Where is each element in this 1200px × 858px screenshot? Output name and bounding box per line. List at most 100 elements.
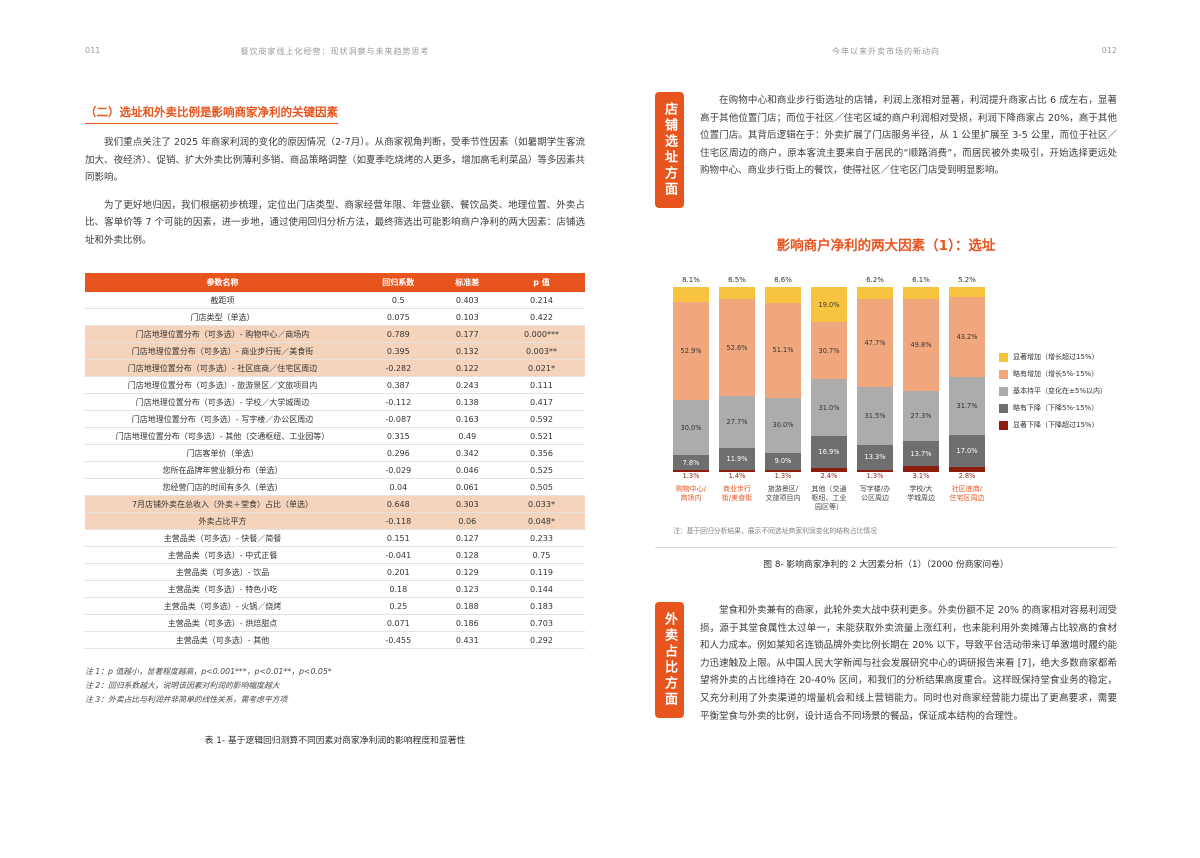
legend-label: 略有增加（增长5%-15%） <box>1013 370 1099 378</box>
bar-segment <box>719 287 755 300</box>
segment-label: 17.0% <box>956 447 978 456</box>
decline-label: 1.4% <box>728 472 746 481</box>
segment-label: 52.6% <box>726 343 748 352</box>
pvalue-cell: 0.592 <box>498 410 585 429</box>
table-row: 门店地理位置分布（可多选）- 旅游景区／文旅项目内 0.387 0.243 0.111 <box>85 376 585 395</box>
pvalue-cell: 0.048* <box>498 512 585 531</box>
pvalue-cell: 0.183 <box>498 597 585 616</box>
stddev-cell: 0.138 <box>436 393 498 412</box>
table-row: 主营品类（可多选）- 中式正餐 -0.041 0.128 0.75 <box>85 546 585 565</box>
table-row: 主营品类（可多选）- 烘焙甜点 0.071 0.186 0.703 <box>85 614 585 633</box>
bar-column: 19.0% 30.7% 31.0% 16.9% 2.4% 其他（交通 枢纽、工业 园区等） <box>811 276 847 517</box>
param-name-cell: 门店地理位置分布（可多选）- 写字楼／办公区周边 <box>85 410 360 429</box>
table-row: 主营品类（可多选）- 饮品 0.201 0.129 0.119 <box>85 563 585 582</box>
bar-segment: 19.0% <box>811 287 847 323</box>
pvalue-cell: 0.000*** <box>498 325 585 344</box>
stddev-cell: 0.431 <box>436 631 498 650</box>
page-left: 011 餐饮商家线上化经营：现状洞察与未来趋势思考 （二）选址和外卖比例是影响商… <box>85 46 585 746</box>
coefficient-cell: 0.789 <box>360 325 437 344</box>
param-name-cell: 主营品类（可多选）- 快餐／简餐 <box>85 529 360 548</box>
param-name-cell: 门店客单价（单选） <box>85 444 360 463</box>
stddev-cell: 0.127 <box>436 529 498 548</box>
bar-segment: 30.0% <box>765 397 801 454</box>
chart-bars: 8.1% 52.9% 30.0% 7.8% 1.3% 购物中心/ 商场内 6.5% 52.6%… <box>673 276 985 517</box>
segment-label: 30.0% <box>680 423 702 432</box>
page-number: 011 <box>85 46 101 55</box>
table-row: 7月店铺外卖在总收入（外卖＋堂食）占比（单选） 0.648 0.303 0.033* <box>85 495 585 514</box>
param-name-cell: 截距项 <box>85 292 360 310</box>
coefficient-cell: -0.455 <box>360 631 437 650</box>
legend-item: 略有下降（下降5%-15%） <box>999 403 1107 413</box>
bar-segment: 31.0% <box>811 379 847 437</box>
stddev-cell: 0.128 <box>436 546 498 565</box>
coefficient-cell: 0.071 <box>360 614 437 633</box>
bar-segment <box>811 467 847 473</box>
coefficient-cell: -0.112 <box>360 393 437 412</box>
regression-table-body: 截距项 0.5 0.403 0.214 门店类型（单选） 0.075 0.103 0.422 门… <box>85 292 585 650</box>
segment-label: 19.0% <box>818 300 840 309</box>
bar-segment: 13.3% <box>857 445 893 470</box>
stddev-cell: 0.188 <box>436 597 498 616</box>
bar-stack: 49.8% 27.3% 13.7% <box>903 287 939 473</box>
bar-column: 8.6% 51.1% 30.0% 9.0% 1.3% 旅游景区/ 文旅项目内 <box>765 276 801 517</box>
bar-segment: 27.7% <box>719 396 755 448</box>
table-row: 主营品类（可多选）- 火锅／烧烤 0.25 0.188 0.183 <box>85 597 585 616</box>
table-row: 主营品类（可多选）- 快餐／简餐 0.151 0.127 0.233 <box>85 529 585 548</box>
bar-stack: 51.1% 30.0% 9.0% <box>765 287 801 473</box>
bar-segment <box>903 287 939 299</box>
section-tag-delivery: 外卖占比方面 <box>655 602 684 719</box>
section-title: （二）选址和外卖比例是影响商家净利的关键因素 <box>85 104 338 124</box>
pvalue-cell: 0.417 <box>498 393 585 412</box>
coefficient-cell: 0.151 <box>360 529 437 548</box>
category-label: 旅游景区/ 文旅项目内 <box>765 485 801 503</box>
category-label: 其他（交通 枢纽、工业 园区等） <box>811 485 847 512</box>
coefficient-cell: 0.387 <box>360 376 437 395</box>
table-row: 门店客单价（单选） 0.296 0.342 0.356 <box>85 444 585 463</box>
coefficient-cell: 0.075 <box>360 308 437 327</box>
coefficient-cell: 0.5 <box>360 292 437 310</box>
legend-swatch <box>999 386 1008 396</box>
stddev-cell: 0.49 <box>436 427 498 446</box>
bar-top-label: 5.2% <box>958 276 976 285</box>
legend-swatch <box>999 403 1008 413</box>
pvalue-cell: 0.233 <box>498 529 585 548</box>
param-name-cell: 您所在品牌年营业额分布（单选） <box>85 461 360 480</box>
param-name-cell: 主营品类（可多选）- 烘焙甜点 <box>85 614 360 633</box>
table-row: 外卖占比平方 -0.118 0.06 0.048* <box>85 512 585 531</box>
table-header-cell: 回归系数 <box>360 273 437 293</box>
bar-segment <box>765 469 801 473</box>
decline-label: 3.1% <box>912 472 930 481</box>
bar-segment: 31.5% <box>857 386 893 446</box>
stddev-cell: 0.123 <box>436 580 498 599</box>
pvalue-cell: 0.021* <box>498 359 585 378</box>
table-header-cell: 标准差 <box>436 273 498 293</box>
pvalue-cell: 0.111 <box>498 376 585 395</box>
legend-label: 基本持平（变化在±5%以内） <box>1013 387 1107 395</box>
bar-segment: 52.9% <box>673 302 709 400</box>
legend-item: 显著增加（增长超过15%） <box>999 352 1107 362</box>
table-row: 门店地理位置分布（可多选）- 其他（交通枢纽、工业园等） 0.315 0.49 0.5… <box>85 427 585 446</box>
coefficient-cell: -0.118 <box>360 512 437 531</box>
pvalue-cell: 0.144 <box>498 580 585 599</box>
coefficient-cell: 0.315 <box>360 427 437 446</box>
param-name-cell: 门店地理位置分布（可多选）- 其他（交通枢纽、工业园等） <box>85 427 360 446</box>
legend-item: 略有增加（增长5%-15%） <box>999 369 1107 379</box>
table-row: 您所在品牌年营业额分布（单选） -0.029 0.046 0.525 <box>85 461 585 480</box>
bar-segment: 30.7% <box>811 322 847 380</box>
stddev-cell: 0.403 <box>436 292 498 310</box>
table-note: 注 3：外卖占比与利润并非简单的线性关系，需考虑平方项 <box>85 695 288 705</box>
bar-segment: 13.7% <box>903 441 939 467</box>
bar-segment <box>857 469 893 473</box>
bar-segment: 47.7% <box>857 298 893 387</box>
stddev-cell: 0.129 <box>436 563 498 582</box>
pvalue-cell: 0.292 <box>498 631 585 650</box>
bar-top-label: 6.5% <box>728 276 746 285</box>
pvalue-cell: 0.119 <box>498 563 585 582</box>
bar-stack: 47.7% 31.5% 13.3% <box>857 287 893 473</box>
bar-segment: 7.8% <box>673 455 709 470</box>
legend-label: 显著增加（增长超过15%） <box>1013 353 1099 361</box>
table-header-cell: p 值 <box>498 273 585 293</box>
stddev-cell: 0.303 <box>436 495 498 514</box>
segment-label: 31.0% <box>818 403 840 412</box>
